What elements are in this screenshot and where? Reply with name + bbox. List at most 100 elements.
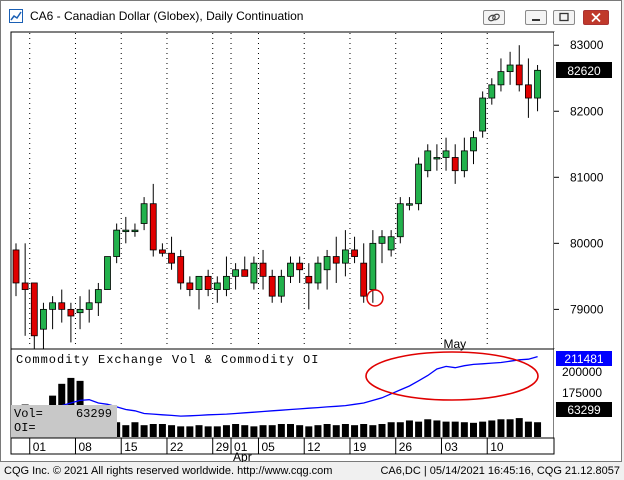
price-tick-label: 80000 bbox=[570, 236, 604, 250]
candle-body bbox=[479, 97, 487, 132]
volume-bar bbox=[140, 425, 148, 437]
candle-body bbox=[451, 157, 459, 172]
volume-bar bbox=[232, 424, 240, 437]
volume-bar bbox=[424, 419, 432, 437]
volume-bar bbox=[314, 425, 322, 437]
candle-body bbox=[534, 69, 541, 99]
volume-bar bbox=[158, 424, 166, 437]
time-axis-label: 08 bbox=[78, 440, 92, 454]
candle-body bbox=[21, 282, 29, 290]
volume-bar bbox=[259, 425, 267, 437]
candle-body bbox=[168, 252, 175, 264]
volume-bar bbox=[415, 421, 423, 437]
open-interest-line bbox=[15, 355, 538, 417]
candle-body bbox=[515, 64, 523, 86]
volume-bar bbox=[131, 422, 139, 437]
candle-body bbox=[76, 308, 84, 314]
volume-bar bbox=[479, 421, 487, 437]
link-icon bbox=[488, 13, 500, 22]
candle-body bbox=[195, 275, 203, 290]
cursor-info-box bbox=[11, 405, 117, 438]
price-tick-label: 82000 bbox=[570, 104, 604, 118]
volume-bar bbox=[341, 424, 349, 437]
candle-body bbox=[67, 308, 75, 317]
volume-bar bbox=[442, 421, 450, 437]
volume-bar bbox=[451, 421, 459, 437]
candle-body bbox=[30, 282, 38, 337]
volume-bar bbox=[378, 424, 386, 437]
link-button[interactable] bbox=[483, 10, 505, 25]
oi-badge bbox=[556, 351, 612, 366]
volume-bar bbox=[277, 424, 285, 437]
time-axis-label: 19 bbox=[353, 440, 367, 454]
price-axis[interactable] bbox=[554, 32, 621, 349]
candle-body bbox=[259, 262, 267, 277]
maximize-icon bbox=[559, 12, 569, 22]
chart-area[interactable]: 83000 82000 81000 80000 79000 82620 Commodit… bbox=[0, 0, 624, 462]
volume-bar bbox=[305, 426, 313, 437]
candle-body bbox=[113, 229, 121, 257]
candle-body bbox=[341, 249, 349, 264]
volume-badge bbox=[556, 402, 612, 417]
candle-body bbox=[177, 256, 185, 284]
candle-body bbox=[406, 203, 413, 206]
candle-body bbox=[460, 150, 468, 172]
low-annotation-circle bbox=[366, 289, 384, 307]
time-axis-labels: 01 08 15 22 29 01 05 12 19 26 03 10 Apr May bbox=[29, 337, 504, 462]
candle-body bbox=[85, 302, 93, 310]
lower-panel-title: Commodity Exchange Vol & Commodity OI bbox=[16, 353, 319, 367]
candle-body bbox=[58, 302, 66, 310]
window-title: CA6 - Canadian Dollar (Globex), Daily Co… bbox=[30, 9, 304, 23]
volume-bar bbox=[149, 424, 157, 437]
candle-body bbox=[40, 308, 47, 330]
volume-bar bbox=[241, 425, 249, 437]
minimize-button[interactable] bbox=[525, 10, 547, 25]
last-price-value: 82620 bbox=[567, 64, 601, 78]
close-button[interactable] bbox=[583, 10, 609, 25]
candle-body bbox=[470, 137, 477, 152]
oi-label: OI= bbox=[14, 421, 36, 435]
candle-body bbox=[332, 256, 340, 264]
volume-bar bbox=[524, 421, 532, 437]
time-axis-label: 15 bbox=[124, 440, 138, 454]
month-label: Apr bbox=[233, 450, 252, 462]
price-axis-ticks: 83000 82000 81000 80000 79000 bbox=[554, 38, 604, 316]
candle-body bbox=[232, 269, 240, 277]
volume-bar bbox=[332, 425, 340, 437]
candle-body bbox=[186, 282, 194, 290]
candle-body bbox=[140, 203, 148, 224]
candle-body bbox=[296, 262, 304, 271]
price-plot-area[interactable] bbox=[10, 31, 555, 350]
volume-bar bbox=[396, 422, 404, 437]
volume-bar bbox=[186, 426, 194, 437]
volume-badge-value: 63299 bbox=[567, 403, 601, 417]
candle-body bbox=[204, 275, 212, 290]
volume-bar bbox=[195, 425, 203, 437]
time-axis[interactable] bbox=[10, 437, 555, 455]
candle-body bbox=[378, 236, 386, 244]
volume-bar bbox=[506, 419, 514, 437]
volume-bar bbox=[168, 425, 176, 437]
price-tick-label: 81000 bbox=[570, 170, 604, 184]
chart-app-icon bbox=[9, 9, 23, 23]
volume-bar bbox=[177, 426, 185, 437]
volume-bar bbox=[213, 426, 221, 437]
candle-body bbox=[223, 275, 230, 290]
candle-body bbox=[497, 71, 505, 86]
volume-bar bbox=[296, 425, 304, 437]
candle-body bbox=[131, 229, 139, 233]
candle-body bbox=[268, 275, 276, 297]
volume-bar bbox=[433, 420, 441, 437]
volume-bar bbox=[515, 418, 523, 437]
candle-body bbox=[94, 289, 102, 304]
oi-annotation-ellipse bbox=[365, 351, 539, 401]
title-bar[interactable]: CA6 - Canadian Dollar (Globex), Daily Co… bbox=[1, 1, 621, 31]
candle-body bbox=[277, 275, 285, 297]
volume-bar bbox=[268, 425, 276, 437]
maximize-button[interactable] bbox=[553, 10, 575, 25]
status-bar: CQG Inc. © 2021 All rights reserved worl… bbox=[0, 463, 624, 480]
volume-bar bbox=[405, 420, 413, 437]
candle-body bbox=[506, 64, 514, 73]
time-axis-label: 05 bbox=[261, 440, 275, 454]
candle-body bbox=[287, 262, 294, 277]
